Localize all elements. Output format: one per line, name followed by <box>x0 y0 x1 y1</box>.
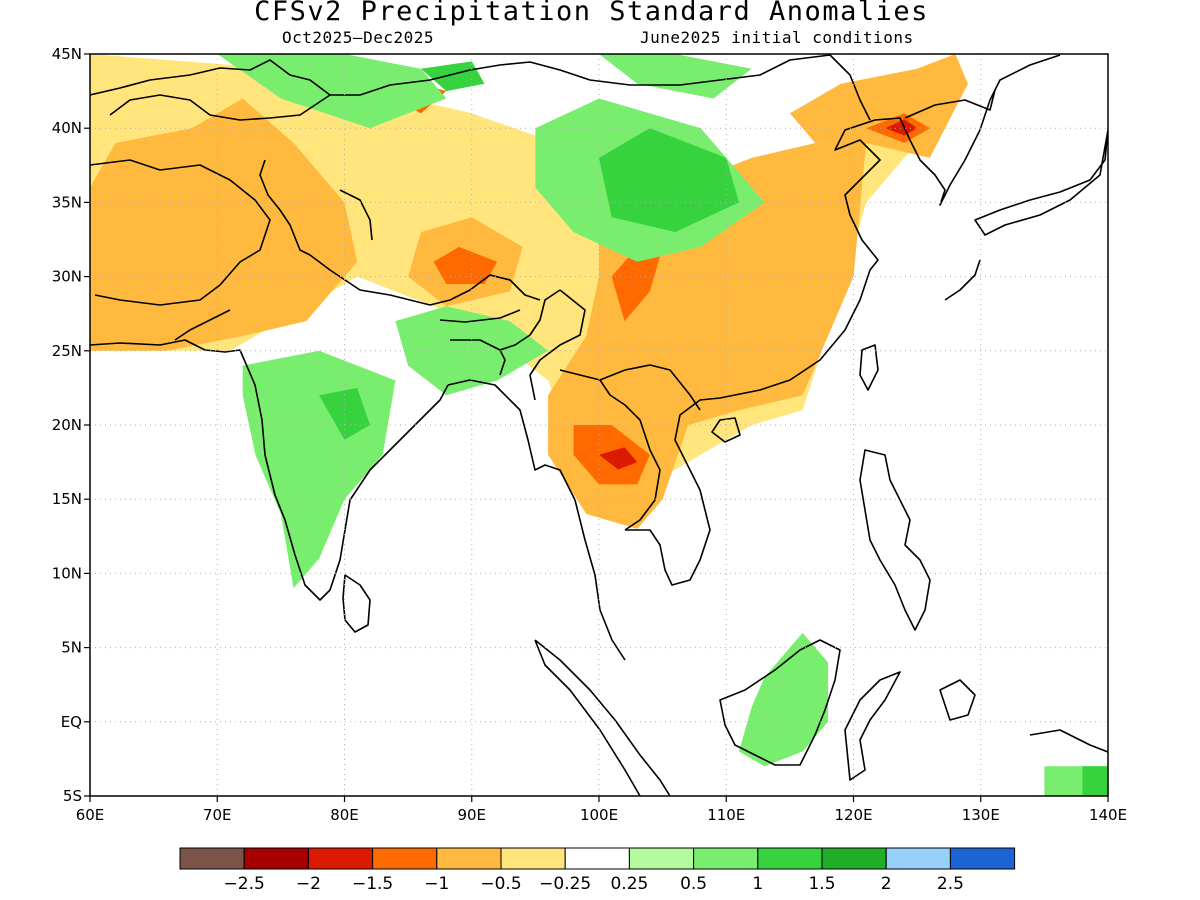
colorbar-swatch <box>757 847 823 870</box>
colorbar-swatch <box>949 847 1016 870</box>
colorbar-swatch <box>436 847 502 870</box>
colorbar-swatch <box>628 847 695 870</box>
anomaly-region <box>90 98 358 351</box>
lat-tick-label: 20N <box>52 416 82 434</box>
lat-tick-label: 15N <box>52 490 82 508</box>
initial-conditions: June2025 initial conditions <box>640 28 914 47</box>
colorbar-label: −0.5 <box>480 874 521 894</box>
colorbar-label: −1 <box>424 874 449 894</box>
forecast-period: Oct2025–Dec2025 <box>282 28 434 47</box>
lat-tick-label: 5S <box>63 787 82 805</box>
lat-tick-label: 5N <box>61 639 82 657</box>
lon-tick-label: 120E <box>834 806 872 824</box>
anomaly-region <box>1082 766 1108 796</box>
colorbar-label: 1.5 <box>808 874 835 894</box>
coastlines-and-borders <box>90 54 1108 796</box>
lat-tick-label: 30N <box>52 268 82 286</box>
lat-tick-label: 25N <box>52 342 82 360</box>
anomaly-region <box>420 61 485 92</box>
colorbar-label: 0.25 <box>610 874 648 894</box>
lat-tick-label: 10N <box>52 564 82 582</box>
lat-tick-label: 35N <box>52 193 82 211</box>
chart-title: CFSv2 Precipitation Standard Anomalies <box>254 0 929 27</box>
lon-tick-label: 70E <box>203 806 232 824</box>
colorbar-label: 2.5 <box>937 874 964 894</box>
colorbar-swatch <box>243 847 309 870</box>
lon-tick-label: 140E <box>1089 806 1127 824</box>
lon-tick-label: 60E <box>76 806 105 824</box>
colorbar-swatch <box>372 847 438 870</box>
lat-tick-label: 40N <box>52 119 82 137</box>
colorbar-label: −1.5 <box>352 874 393 894</box>
colorbar-label: −0.25 <box>539 874 591 894</box>
anomaly-region <box>789 54 968 158</box>
anomaly-region <box>599 54 752 99</box>
lon-tick-label: 90E <box>457 806 486 824</box>
lon-tick-label: 100E <box>580 806 618 824</box>
anomaly-region <box>599 447 638 470</box>
lon-tick-label: 130E <box>962 806 1000 824</box>
colorbar-swatch <box>821 847 887 870</box>
anomaly-region <box>395 306 549 396</box>
anomaly-region <box>217 54 447 129</box>
colorbar: −2.5 −2 −1.5 −1 −0.5 −0.25 0.25 0.5 1 1.5 2 2.5 <box>179 847 1016 894</box>
colorbar-label: 2 <box>881 874 892 894</box>
anomaly-region <box>611 246 663 322</box>
anomaly-region <box>319 387 370 440</box>
colorbar-swatch <box>564 847 630 870</box>
colorbar-label: −2 <box>296 874 321 894</box>
lon-tick-label: 110E <box>707 806 745 824</box>
lat-tick-label: 45N <box>52 45 82 63</box>
axis-ticks: 60E 70E 80E 90E 100E 110E 120E 130E 140E 45N 40N 35… <box>52 45 1127 824</box>
anomaly-region <box>885 119 918 136</box>
anomaly-region <box>739 632 828 767</box>
colorbar-label: 1 <box>752 874 763 894</box>
colorbar-swatch <box>885 847 951 870</box>
anomaly-shading <box>90 54 1108 796</box>
lon-tick-label: 80E <box>330 806 359 824</box>
colorbar-label: 0.5 <box>680 874 707 894</box>
colorbar-swatch <box>307 847 374 870</box>
colorbar-swatch <box>179 847 245 870</box>
anomaly-region <box>599 128 739 233</box>
colorbar-label: −2.5 <box>224 874 265 894</box>
lat-tick-label: EQ <box>61 713 82 731</box>
colorbar-swatch <box>693 847 759 870</box>
colorbar-swatch <box>500 847 566 870</box>
anomaly-region <box>433 246 498 284</box>
